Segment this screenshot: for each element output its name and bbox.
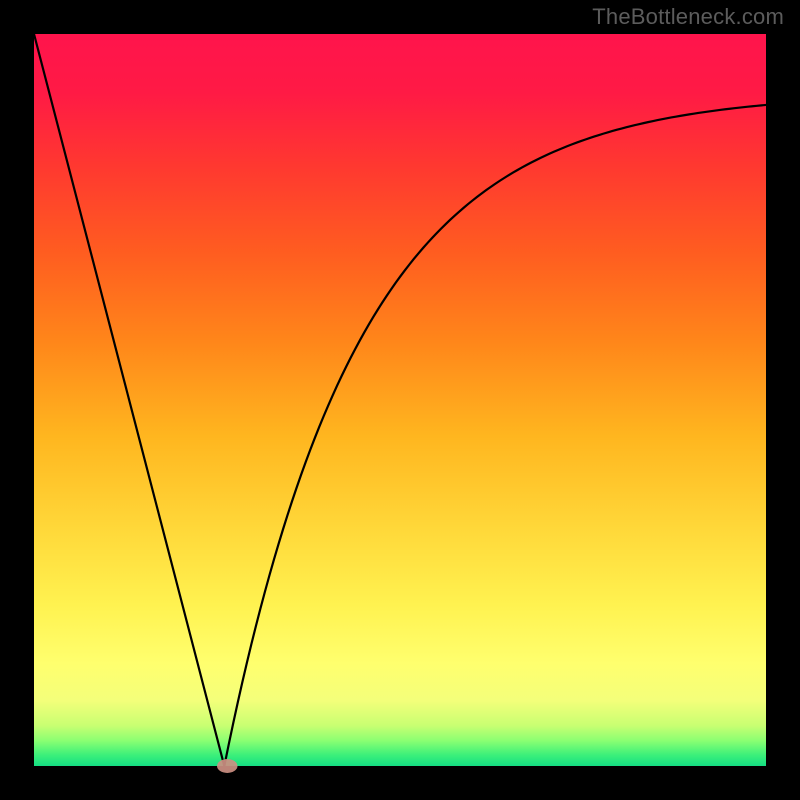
plot-background [34,34,766,766]
chart-svg [0,0,800,800]
watermark-label: TheBottleneck.com [592,4,784,30]
optimal-point-marker [217,759,237,773]
bottleneck-chart: TheBottleneck.com [0,0,800,800]
